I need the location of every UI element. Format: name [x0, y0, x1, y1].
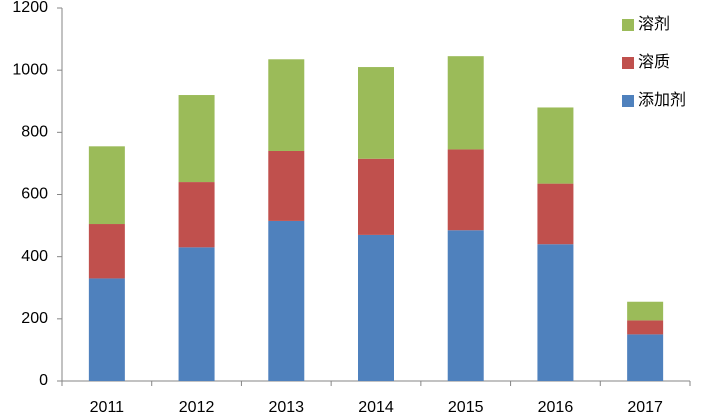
legend-swatch — [622, 95, 634, 107]
x-tick-label: 2015 — [448, 399, 484, 416]
bar-segment — [358, 158, 394, 235]
legend-swatch — [622, 19, 634, 31]
legend-swatch — [622, 57, 634, 69]
x-tick-label: 2014 — [358, 399, 394, 416]
y-tick-label: 1000 — [12, 61, 48, 78]
bar-segment — [268, 59, 305, 151]
bar-segment — [447, 149, 484, 231]
y-tick-label: 200 — [21, 310, 48, 327]
bar-segment — [447, 230, 484, 381]
x-tick-label: 2017 — [627, 399, 663, 416]
bar-segment — [178, 95, 215, 183]
bar-segment — [627, 334, 664, 381]
x-tick-label: 2016 — [538, 399, 574, 416]
bar-segment — [447, 56, 484, 150]
bar-segment — [88, 146, 125, 225]
bar-segment — [268, 220, 305, 381]
y-tick-label: 800 — [21, 124, 48, 141]
bar-segment — [358, 67, 394, 159]
bar-segment — [627, 301, 664, 321]
bar-segment — [537, 107, 574, 184]
y-tick-label: 400 — [21, 248, 48, 265]
y-tick-label: 1200 — [12, 0, 48, 16]
x-tick-label: 2012 — [179, 399, 215, 416]
bar-segment — [537, 244, 574, 381]
legend-label: 添加剂 — [638, 91, 686, 109]
y-tick-label: 600 — [21, 186, 48, 203]
x-tick-label: 2011 — [90, 399, 125, 416]
legend-label: 溶质 — [638, 53, 670, 71]
bar-segment — [358, 234, 394, 381]
y-tick-label: 0 — [39, 372, 48, 389]
bar-segment — [88, 224, 125, 279]
bar-segment — [268, 150, 305, 221]
bar-segment — [537, 183, 574, 245]
x-tick-label: 2013 — [268, 399, 304, 416]
bar-segment — [178, 182, 215, 248]
bar-segment — [178, 247, 215, 381]
legend-label: 溶剂 — [638, 15, 670, 33]
bar-segment — [627, 320, 664, 335]
bar-segment — [88, 278, 125, 381]
